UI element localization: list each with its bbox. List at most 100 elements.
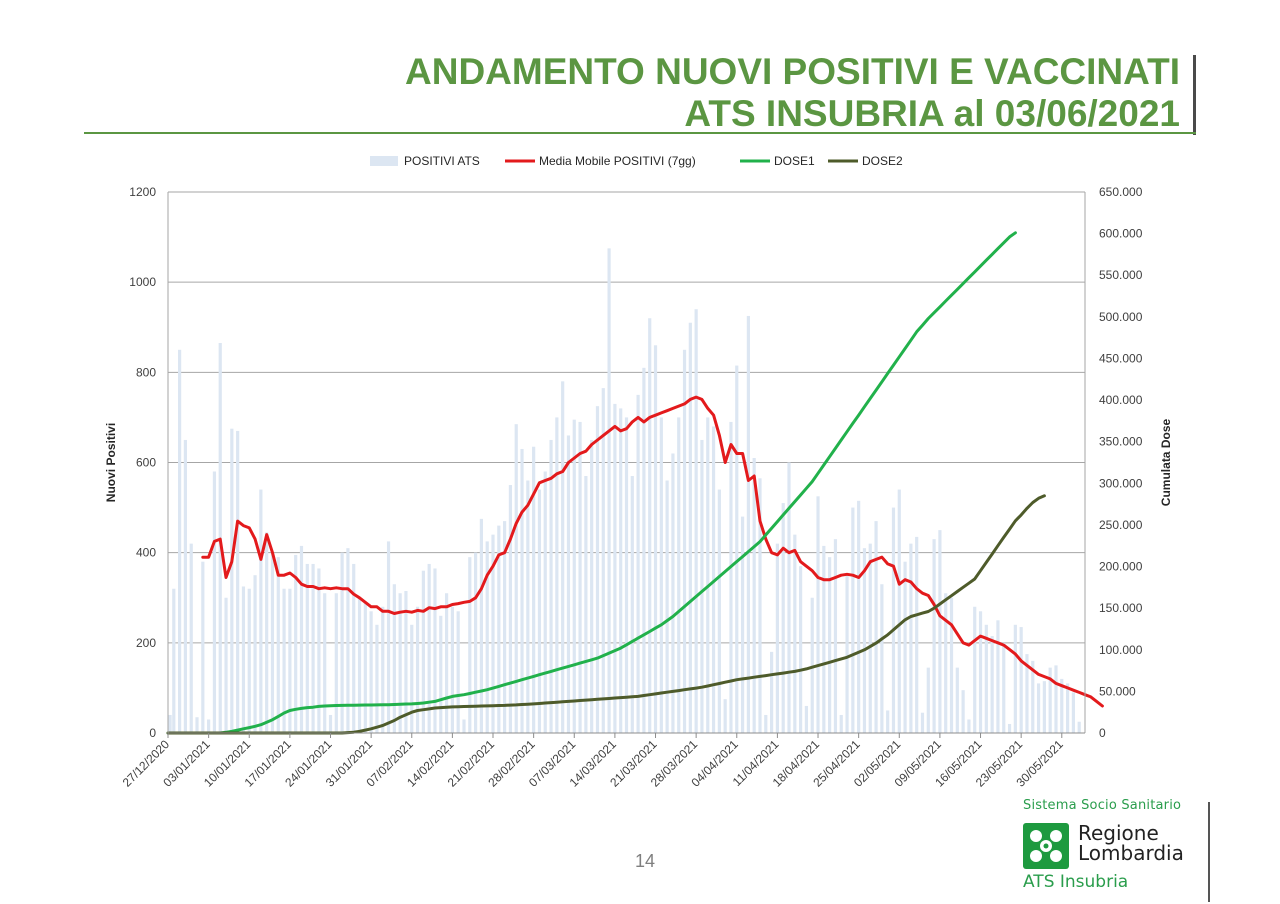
positivi-bar [485, 541, 489, 733]
positivi-bar [619, 408, 623, 733]
positivi-bar [630, 476, 634, 733]
x-axis-ticks: 27/12/202003/01/202110/01/202117/01/2021… [120, 733, 1066, 790]
positivi-bar [775, 543, 779, 733]
positivi-bar [357, 597, 362, 733]
positivi-bar [340, 552, 344, 733]
y-axis-left-label: Nuovi Positivi [104, 423, 118, 502]
positivi-bar [566, 435, 571, 733]
positivi-bar [532, 446, 536, 733]
positivi-bar [915, 536, 919, 733]
positivi-bar [909, 543, 913, 733]
y2-tick-label: 0 [1099, 726, 1106, 740]
y2-tick-label: 200.000 [1099, 560, 1143, 574]
logo-divider [1208, 802, 1210, 902]
positivi-bar [1060, 678, 1064, 733]
positivi-bar [433, 568, 437, 733]
positivi-bar [717, 489, 721, 733]
positivi-bar [758, 478, 762, 733]
positivi-bar [1054, 665, 1058, 733]
positivi-bar [601, 388, 605, 733]
y2-tick-label: 350.000 [1099, 435, 1143, 449]
positivi-bar [961, 690, 965, 733]
chart-title-line2: ATS INSUBRIA al 03/06/2021 [684, 93, 1180, 134]
positivi-bar [868, 543, 872, 733]
positivi-bar [949, 597, 954, 733]
positivi-bar [973, 606, 977, 733]
positivi-bar [497, 525, 501, 733]
positivi-bar [439, 615, 443, 733]
y2-tick-label: 600.000 [1099, 227, 1143, 241]
positivi-bar [682, 349, 687, 733]
positivi-bar [1036, 683, 1041, 733]
regione-lombardia-rose-icon [1023, 823, 1069, 869]
positivi-bar [207, 719, 211, 733]
positivi-bar [1025, 654, 1029, 733]
positivi-bar [514, 424, 518, 733]
positivi-bar [479, 518, 484, 733]
positivi-bar [833, 539, 838, 733]
positivi-bar [653, 345, 658, 733]
positivi-bar [317, 568, 321, 733]
positivi-bar [201, 561, 205, 733]
positivi-bar [578, 421, 582, 733]
positivi-bar [990, 636, 994, 733]
positivi-bar [793, 534, 797, 733]
chart-legend: POSITIVI ATS Media Mobile POSITIVI (7gg) D… [370, 154, 903, 168]
positivi-bar [677, 417, 681, 733]
positivi-bar [1013, 624, 1017, 733]
positivi-bar [311, 563, 315, 733]
y2-tick-label: 400.000 [1099, 393, 1143, 407]
y-axis-right-label: Cumulata Dose [1159, 419, 1173, 507]
positivi-bar [259, 489, 263, 733]
positivi-bar [346, 548, 350, 733]
positivi-bar [462, 719, 466, 733]
positivi-bar [944, 593, 948, 733]
legend-item-dose1: DOSE1 [774, 154, 815, 168]
positivi-bar [282, 588, 286, 733]
positivi-bar [723, 699, 727, 733]
positivi-bar [955, 667, 959, 733]
title-divider [84, 132, 1196, 134]
dose1-line [166, 231, 1017, 735]
positivi-bar [1042, 681, 1046, 733]
positivi-bar [288, 588, 292, 733]
positivi-bar [305, 563, 309, 733]
positivi-bar [168, 714, 172, 733]
positivi-bar [996, 620, 1000, 733]
positivi-bar [526, 480, 530, 733]
positivi-bar [584, 476, 588, 733]
positivi-bar [659, 417, 663, 733]
positivi-bar [857, 500, 861, 733]
positivi-bar [752, 457, 756, 733]
y-tick-label: 1200 [129, 185, 156, 199]
positivi-bar [537, 489, 542, 733]
chart-axes [167, 192, 1086, 734]
logo-subtitle: ATS Insubria [1023, 872, 1129, 892]
positivi-bar [810, 597, 814, 733]
legend-item-positivi: POSITIVI ATS [404, 154, 480, 168]
positivi-bar [880, 584, 884, 733]
positivi-bar [665, 480, 669, 733]
positivi-bar [706, 417, 710, 733]
positivi-bar [822, 545, 826, 733]
moving-average-line [201, 395, 1104, 708]
positivi-bar [294, 554, 298, 733]
y-tick-label: 600 [136, 456, 156, 470]
y2-tick-label: 300.000 [1099, 476, 1143, 490]
positivi-bar [769, 651, 774, 733]
positivi-bar [503, 521, 507, 733]
regione-lombardia-logo: Sistema Socio Sanitario Regione Lombardi… [1020, 798, 1210, 898]
positivi-bar [648, 318, 652, 733]
positivi-bar [787, 462, 791, 733]
positivi-bar [816, 496, 820, 733]
positivi-bar [891, 507, 896, 733]
dose2-line [166, 494, 1046, 735]
positivi-bar [590, 439, 594, 733]
positivi-bar [845, 575, 849, 733]
positivi-bar [1007, 723, 1012, 733]
positivi-bar [671, 453, 675, 733]
positivi-bar [555, 417, 559, 733]
positivi-bar [189, 543, 193, 733]
positivi-bar [1019, 627, 1023, 733]
positivi-bar [978, 611, 983, 733]
